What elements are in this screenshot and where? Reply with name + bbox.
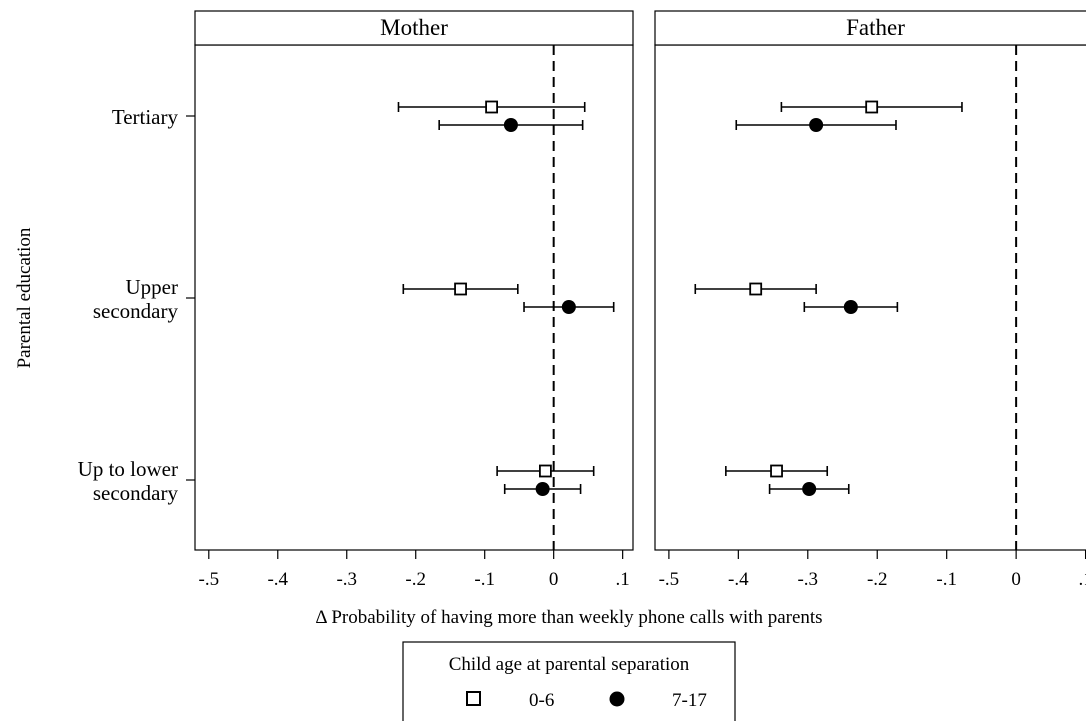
panel-father: Father -.5 -.4 -.3 -.2 -.1 0 .1 xyxy=(654,10,1086,590)
x-tick-label: -.5 xyxy=(199,569,220,590)
x-tick-label: -.4 xyxy=(267,569,288,590)
x-tick-label: -.3 xyxy=(797,569,818,590)
x-tick-label: -.2 xyxy=(405,569,426,590)
legend-title: Child age at parental separation xyxy=(449,654,690,675)
plot-frame xyxy=(194,44,634,551)
legend-label: 0-6 xyxy=(529,690,554,711)
y-category-label: Upper xyxy=(126,275,178,299)
x-tick-label: -.4 xyxy=(728,569,749,590)
point-marker-circle xyxy=(802,482,817,496)
point-marker-square xyxy=(539,464,552,478)
legend-label: 7-17 xyxy=(672,690,707,711)
panel-mother: Mother -.5 -.4 -.3 -.2 -.1 0 .1 xyxy=(186,10,634,590)
point-marker-square xyxy=(865,100,879,114)
legend-box xyxy=(402,641,736,721)
point-marker-circle xyxy=(503,118,518,132)
panel-title-strip xyxy=(194,10,634,46)
x-tick-label: -.3 xyxy=(336,569,357,590)
x-tick-label: 0 xyxy=(549,569,559,590)
point-marker-circle xyxy=(809,118,824,132)
x-tick-label: -.1 xyxy=(936,569,957,590)
x-tick-label: 0 xyxy=(1011,569,1021,590)
point-marker-square xyxy=(485,100,498,114)
legend: Child age at parental separation 0-6 7-17 xyxy=(402,641,736,721)
point-marker-square xyxy=(454,282,467,296)
point-marker-circle xyxy=(535,482,550,496)
y-category-label: secondary xyxy=(93,481,179,505)
x-axis-title: Δ Probability of having more than weekly… xyxy=(315,607,822,628)
legend-marker-square xyxy=(466,691,481,706)
point-marker-square xyxy=(749,282,763,296)
x-tick-label: -.2 xyxy=(867,569,888,590)
point-marker-circle xyxy=(561,300,576,314)
y-category-label: Tertiary xyxy=(112,105,179,129)
legend-marker-circle xyxy=(609,691,625,707)
panel-title: Mother xyxy=(380,15,448,40)
panel-title-strip xyxy=(654,10,1086,46)
x-tick-label: .1 xyxy=(616,569,630,590)
plot-frame xyxy=(654,44,1086,551)
x-tick-label: .1 xyxy=(1078,569,1086,590)
point-marker-square xyxy=(770,464,783,478)
x-tick-label: -.5 xyxy=(659,569,680,590)
point-marker-circle xyxy=(843,300,858,314)
panel-title: Father xyxy=(846,15,905,40)
y-axis-title: Parental education xyxy=(14,227,35,368)
y-category-label: secondary xyxy=(93,299,179,323)
y-category-label: Up to lower xyxy=(78,457,178,481)
x-tick-label: -.1 xyxy=(474,569,495,590)
